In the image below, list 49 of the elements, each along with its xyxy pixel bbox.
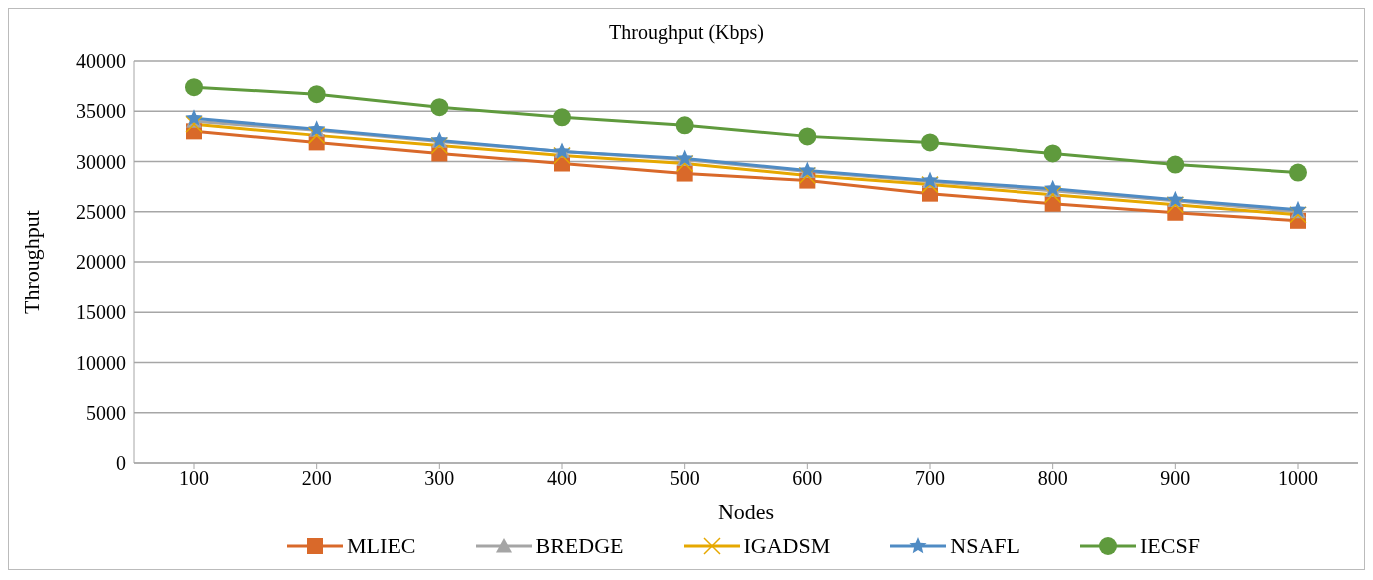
point: [1043, 185, 1062, 204]
x-tick-label: 400: [547, 467, 577, 490]
y-tick-label: 5000: [86, 401, 126, 424]
point: [1166, 155, 1185, 174]
y-tick-label: 15000: [76, 301, 126, 324]
legend-label: IGADSM: [742, 533, 831, 559]
y-tick-label: 35000: [76, 100, 126, 123]
point: [798, 127, 817, 146]
y-axis-title: Throughput: [18, 210, 44, 314]
point: [553, 146, 571, 165]
y-tick-label: 30000: [76, 150, 126, 173]
point: [307, 85, 326, 104]
point: [798, 166, 817, 185]
point: [430, 98, 449, 117]
x-tick-label: 100: [179, 467, 209, 490]
x-tick-label: 300: [424, 467, 455, 490]
point: [185, 109, 203, 126]
y-tick-label: 0: [116, 452, 126, 475]
point: [430, 136, 449, 155]
point: [1289, 206, 1307, 224]
y-tick-label: 20000: [76, 251, 126, 274]
point: [1043, 144, 1062, 163]
point: [1289, 163, 1307, 182]
point: [921, 133, 939, 152]
point: [1166, 195, 1185, 214]
x-tick-label: 500: [669, 467, 700, 490]
y-tick-label: 10000: [76, 351, 126, 374]
x-tick-label: 800: [1037, 467, 1068, 490]
x-tick-label: 700: [915, 467, 945, 490]
point: [553, 108, 571, 127]
point: [675, 116, 694, 135]
point: [185, 115, 203, 134]
point: [676, 165, 693, 182]
x-axis-title: Nodes: [717, 499, 775, 524]
legend-label: MLIEC: [346, 533, 416, 559]
x-tick-label: 1000: [1278, 467, 1318, 490]
x-tick-label: 200: [301, 467, 332, 490]
point: [307, 126, 326, 145]
x-tick-label: 900: [1160, 467, 1191, 490]
point: [675, 154, 694, 173]
legend-label: BREDGE: [534, 533, 624, 559]
chart-title: Throughput (Kbps): [608, 21, 765, 44]
point: [185, 78, 203, 97]
point: [921, 175, 939, 194]
x-tick-label: 600: [792, 467, 823, 490]
y-tick-label: 40000: [76, 50, 126, 73]
legend-label: NSAFL: [949, 533, 1020, 559]
y-tick-label: 25000: [76, 200, 126, 223]
legend-label: IECSF: [1139, 533, 1200, 559]
